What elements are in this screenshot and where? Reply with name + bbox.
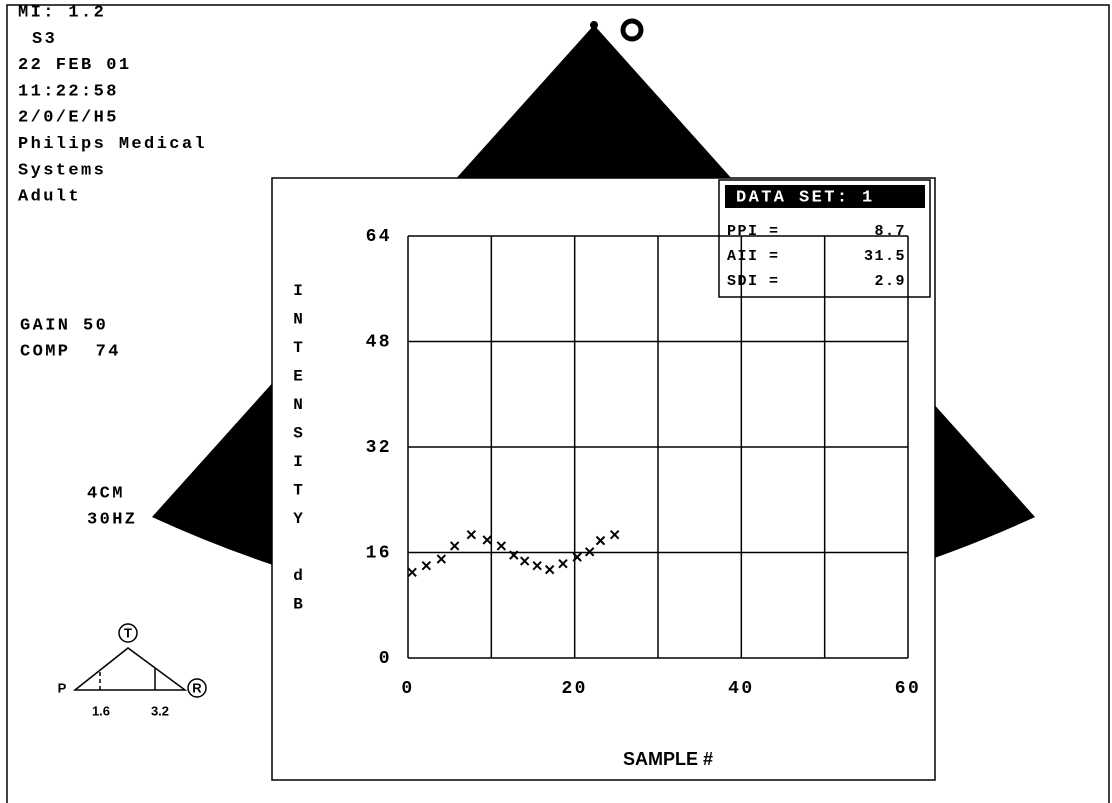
frame-rate-text: 30HZ <box>87 510 137 529</box>
data-set-title: DATA SET: 1 <box>736 188 875 207</box>
y-tick-label: 16 <box>366 543 392 563</box>
x-tick-label: 60 <box>895 679 921 699</box>
probe-mark: 3.2 <box>151 703 169 718</box>
probe-left: P <box>58 680 67 695</box>
stat-label: PPI = <box>727 223 780 240</box>
stat-value: 2.9 <box>874 273 906 290</box>
apex-dot <box>590 21 598 29</box>
ultrasound-screen: DATA SET: 1 T R P 1.6 3.2 GAIN 50 COMP 7… <box>0 0 1112 803</box>
header-line: S3 <box>32 30 57 49</box>
y-tick-label: 48 <box>366 332 392 352</box>
y-axis-label: INTENSITY dB <box>290 282 306 624</box>
x-tick-label: 40 <box>728 679 754 699</box>
comp-text: COMP 74 <box>20 342 121 361</box>
gain-text: GAIN 50 <box>20 316 108 335</box>
depth-text: 4CM <box>87 484 125 503</box>
x-tick-label: 20 <box>561 679 587 699</box>
stat-value: 31.5 <box>864 248 906 265</box>
header-line: Adult <box>18 188 81 207</box>
header-line: 2/0/E/H5 <box>18 109 119 128</box>
screen-canvas: DATA SET: 1 T R P 1.6 3.2 GAIN 50 COMP 7… <box>0 0 1112 803</box>
x-tick-label: 0 <box>401 679 414 699</box>
y-tick-label: 32 <box>366 438 392 458</box>
probe-diagram <box>75 624 206 697</box>
stat-label: SDI = <box>727 273 780 290</box>
stat-value: 8.7 <box>874 223 906 240</box>
stat-label: AII = <box>727 248 780 265</box>
probe-mark: 1.6 <box>92 703 110 718</box>
probe-top: T <box>124 625 132 640</box>
header-line: Philips Medical <box>18 135 207 154</box>
header-line: 11:22:58 <box>18 82 119 101</box>
y-tick-label: 0 <box>379 649 392 669</box>
orientation-marker <box>623 21 641 39</box>
probe-right: R <box>192 680 202 695</box>
header-line: MI: 1.2 <box>18 3 106 22</box>
x-axis-label: SAMPLE # <box>623 749 713 769</box>
header-line: Systems <box>18 161 106 180</box>
header-line: 22 FEB 01 <box>18 56 131 75</box>
y-tick-label: 64 <box>366 227 392 247</box>
